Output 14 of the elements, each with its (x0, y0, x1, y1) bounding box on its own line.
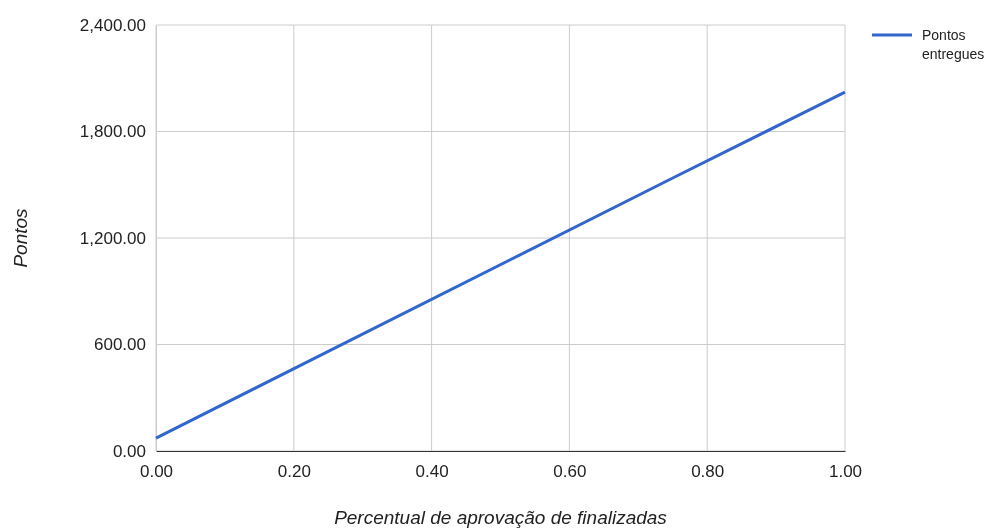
y-tick-label: 600.00 (94, 335, 146, 355)
legend-label: Pontos entregues (922, 27, 985, 62)
y-tick-label: 2,400.00 (79, 15, 146, 35)
x-tick-label: 0.60 (553, 462, 587, 482)
x-tick-label: 1.00 (828, 462, 863, 482)
x-tick-label: 0.80 (691, 462, 725, 482)
y-tick-label: 1,800.00 (79, 122, 146, 142)
y-tick-label: 1,200.00 (79, 228, 146, 248)
x-axis-title: Percentual de aprovação de finalizadas (334, 507, 668, 528)
y-axis-title: Pontos (10, 207, 31, 268)
x-tick-label: 0.40 (415, 462, 449, 482)
y-tick-label: 0.00 (112, 441, 146, 461)
x-tick-label: 0.00 (139, 462, 174, 482)
x-tick-label: 0.20 (277, 462, 311, 482)
